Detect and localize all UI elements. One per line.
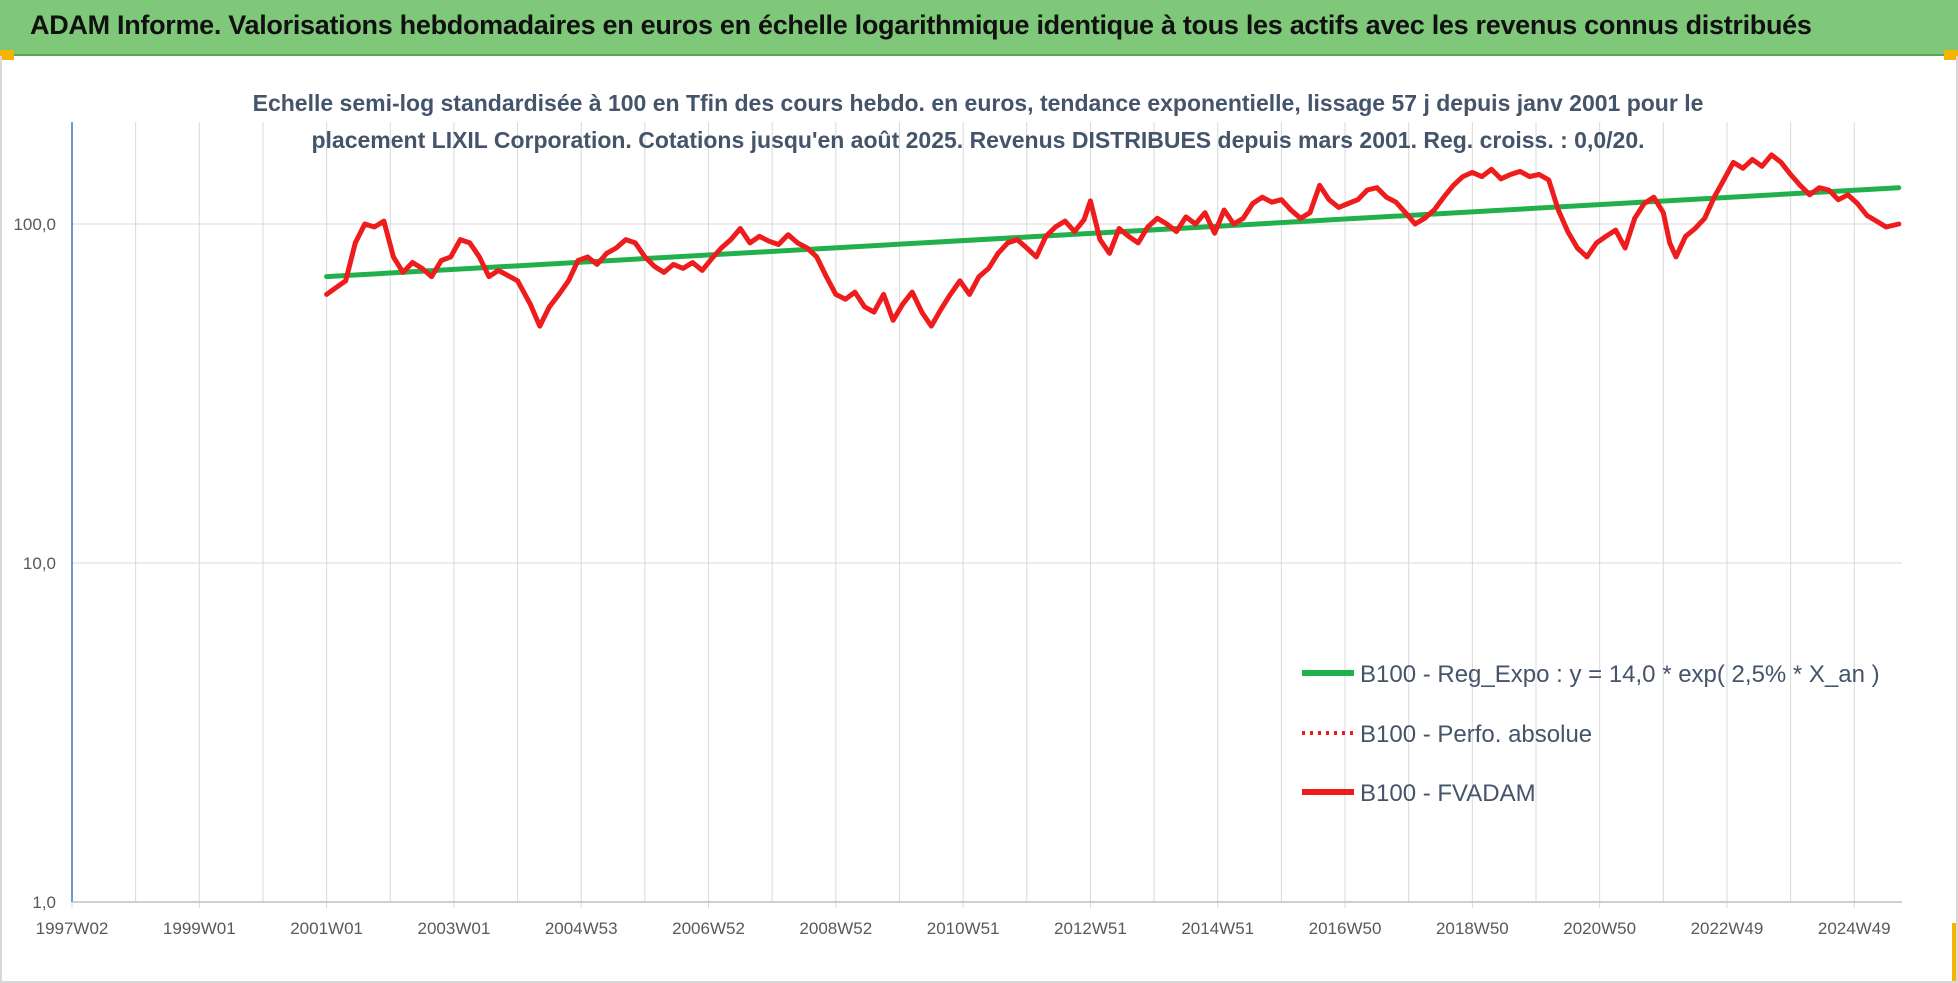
x-tick-label: 2018W50 (1436, 919, 1509, 938)
x-tick-label: 2001W01 (290, 919, 363, 938)
x-tick-label: 1997W02 (36, 919, 109, 938)
legend-label-2: B100 - FVADAM (1360, 780, 1536, 807)
axes: 1,0 10,0 100,0 1997W02 1999W01 2001W01 2003W01… (13, 122, 1902, 938)
x-tick-label: 2012W51 (1054, 919, 1127, 938)
legend-label-1: B100 - Perfo. absolue (1360, 721, 1592, 748)
x-tick-label: 2003W01 (418, 919, 491, 938)
chart-frame (0, 56, 1958, 983)
chart-subtitle-line-1: Echelle semi-log standardisée à 100 en T… (253, 90, 1704, 116)
y-tick-label: 10,0 (23, 554, 56, 573)
series (324, 152, 1902, 329)
chart-subtitle-line-2: placement LIXIL Corporation. Cotations j… (311, 127, 1644, 153)
series-line-0 (324, 185, 1902, 280)
y-tick-label: 1,0 (32, 893, 56, 912)
x-tick-label: 2020W50 (1563, 919, 1636, 938)
series-line-2 (324, 152, 1902, 329)
corner-marker-top-right (1944, 50, 1958, 60)
x-tick-label: 2008W52 (799, 919, 872, 938)
corner-marker-top-left (0, 50, 14, 60)
x-tick-label: 2014W51 (1181, 919, 1254, 938)
x-tick-label: 2004W53 (545, 919, 618, 938)
x-tick-label: 2024W49 (1818, 919, 1891, 938)
y-tick-label: 100,0 (13, 215, 56, 234)
x-tick-label: 2016W50 (1309, 919, 1382, 938)
title-banner: ADAM Informe. Valorisations hebdomadaire… (0, 0, 1958, 56)
page-title: ADAM Informe. Valorisations hebdomadaire… (30, 10, 1812, 40)
x-tick-label: 2022W49 (1691, 919, 1764, 938)
x-tick-label: 2006W52 (672, 919, 745, 938)
x-tick-label: 1999W01 (163, 919, 236, 938)
x-tick-label: 2010W51 (927, 919, 1000, 938)
corner-marker-bottom-right (1952, 923, 1958, 983)
legend: B100 - Reg_Expo : y = 14,0 * exp( 2,5% *… (1302, 661, 1880, 807)
legend-label-0: B100 - Reg_Expo : y = 14,0 * exp( 2,5% *… (1360, 661, 1880, 688)
